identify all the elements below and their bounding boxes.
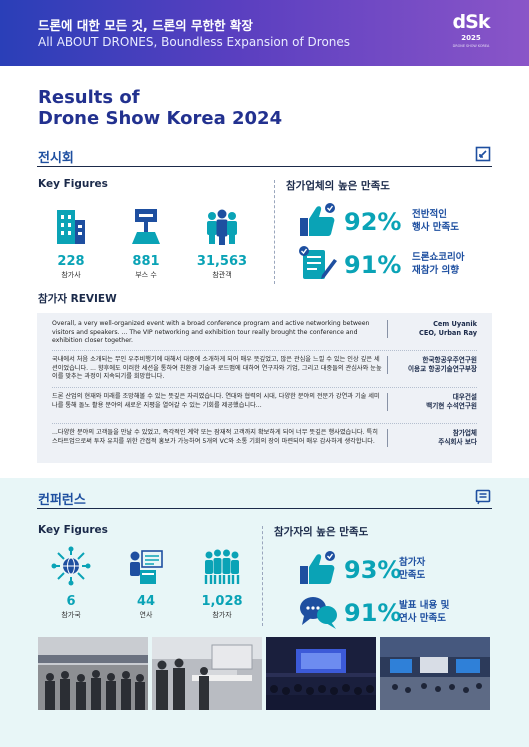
exhibition-divider <box>37 166 492 167</box>
review-author-name: Cem Uyanik <box>433 320 477 328</box>
satisfaction-overall: 92% 전반적인 행사 만족도 <box>298 202 498 240</box>
stat-participants: 1,028 참가자 <box>194 546 250 620</box>
review-author-title: 주식회사 보다 <box>438 438 477 446</box>
dsk-logo: dSk 2025 DRONE SHOW KOREA <box>446 11 496 57</box>
event-photo-conference-hall <box>266 637 376 710</box>
stat-label: 부스 수 <box>135 271 157 279</box>
page-title-line2: Drone Show Korea 2024 <box>38 108 283 129</box>
stat-value: 31,563 <box>196 254 248 269</box>
conference-vertical-divider <box>262 526 263 626</box>
thumbs-up-icon <box>300 551 335 584</box>
satisfaction-percentage: 91% <box>344 599 402 627</box>
crowd-icon <box>207 209 237 245</box>
globe-network-icon <box>51 546 91 586</box>
satisfaction-label-line1: 발표 내용 및 <box>399 600 450 611</box>
conference-section-title: 컨퍼런스 <box>38 493 86 508</box>
review-author-title: 백기현 수석연구원 <box>426 402 477 410</box>
review-text: ...다양한 분야의 고객들을 만날 수 있었고, 즉각적인 계약 또는 잠재적… <box>52 429 378 445</box>
review-author: 대우건설 백기현 수석연구원 <box>387 393 477 411</box>
review-author-name: 한국항공우주연구원 <box>422 356 477 364</box>
logo-mark: dSk <box>452 11 491 33</box>
review-text: Overall, a very well-organized event wit… <box>52 320 370 344</box>
review-panel: Overall, a very well-organized event wit… <box>37 313 492 463</box>
stat-value: 228 <box>57 254 85 269</box>
logo-subtitle: DRONE SHOW KOREA <box>452 44 490 48</box>
review-author-name: 대우건설 <box>452 393 477 401</box>
review-author: 참가업체 주식회사 보다 <box>387 429 477 447</box>
satisfaction-label-line1: 참가자 <box>399 557 426 568</box>
stat-label: 참관객 <box>212 271 232 279</box>
review-author: 한국항공우주연구원 이용교 항공기술연구부장 <box>387 356 477 374</box>
edit-box-icon <box>475 146 491 162</box>
stat-value: 1,028 <box>201 594 243 609</box>
review-item: ...다양한 분야의 고객들을 만날 수 있었고, 즉각적인 계약 또는 잠재적… <box>52 429 477 459</box>
satisfaction-label: 발표 내용 및 연사 만족도 <box>399 599 479 625</box>
satisfaction-percentage: 93% <box>344 556 402 584</box>
stat-visitors: 31,563 참관객 <box>194 206 250 280</box>
stat-label: 연사 <box>139 611 153 619</box>
review-item: Overall, a very well-organized event wit… <box>52 320 477 351</box>
page-title: Results of Drone Show Korea 2024 <box>38 87 282 129</box>
satisfaction-percentage: 91% <box>344 251 402 279</box>
audience-icon <box>204 549 240 584</box>
stat-value: 881 <box>132 254 160 269</box>
header-slogan-english: All ABOUT DRONES, Boundless Expansion of… <box>38 35 351 49</box>
exhibition-section-title: 전시회 <box>38 151 74 166</box>
header-slogan-korean: 드론에 대한 모든 것, 드론의 무한한 확장 <box>38 18 253 33</box>
satisfaction-label-line1: 드론쇼코리아 <box>412 252 465 263</box>
conference-key-figures-title: Key Figures <box>38 524 108 536</box>
satisfaction-label-line2: 연사 만족도 <box>399 613 447 624</box>
stat-exhibitors: 228 참가사 <box>43 206 99 280</box>
document-list-icon <box>475 489 491 505</box>
satisfaction-participants: 93% 참가자 만족도 <box>298 550 498 588</box>
speaker-podium-icon <box>130 550 163 584</box>
review-author-name: 참가업체 <box>452 429 477 437</box>
satisfaction-label: 전반적인 행사 만족도 <box>412 208 492 234</box>
review-text: 드론 산업의 현재와 미래를 조망해볼 수 있는 뜻깊은 자리였습니다. 연대와… <box>52 393 380 409</box>
conference-satisfaction-title: 참가자의 높은 만족도 <box>274 526 369 538</box>
review-item: 드론 산업의 현재와 미래를 조망해볼 수 있는 뜻깊은 자리였습니다. 연대와… <box>52 393 477 424</box>
exhibition-key-figures-title: Key Figures <box>38 178 108 190</box>
satisfaction-label-line2: 만족도 <box>399 570 426 581</box>
satisfaction-label: 참가자 만족도 <box>399 556 479 582</box>
satisfaction-revisit: 91% 드론쇼코리아 재참가 의향 <box>298 245 498 283</box>
satisfaction-percentage: 92% <box>344 208 402 236</box>
stat-value: 44 <box>136 594 156 609</box>
booth-sign-icon <box>132 209 160 244</box>
exhibition-vertical-divider <box>274 180 275 284</box>
stat-label: 참가자 <box>212 611 232 619</box>
satisfaction-speakers: 91% 발표 내용 및 연사 만족도 <box>298 593 498 631</box>
building-icon <box>57 210 85 244</box>
stat-label: 참가사 <box>61 271 81 279</box>
stat-label: 참가국 <box>61 611 81 619</box>
satisfaction-label-line2: 재참가 의향 <box>412 265 460 276</box>
exhibition-satisfaction-title: 참가업체의 높은 만족도 <box>286 180 390 192</box>
review-author-title: CEO, Urban Ray <box>419 329 477 337</box>
review-text: 국내에서 처음 소개되는 무인 우주비행기에 대해서 대중에 소개하게 되어 매… <box>52 356 382 380</box>
review-title: 참가자 REVIEW <box>38 293 117 305</box>
satisfaction-label: 드론쇼코리아 재참가 의향 <box>412 251 492 277</box>
review-author-title: 이용교 항공기술연구부장 <box>407 365 477 373</box>
satisfaction-label-line1: 전반적인 <box>412 209 447 220</box>
conference-divider <box>37 508 492 509</box>
event-photo-drone-display <box>152 637 262 710</box>
page-title-line1: Results of <box>38 87 140 108</box>
stat-booths: 881 부스 수 <box>118 206 174 280</box>
stat-value: 6 <box>66 594 76 609</box>
stat-speakers: 44 연사 <box>118 546 174 620</box>
stat-countries: 6 참가국 <box>43 546 99 620</box>
logo-year: 2025 <box>461 34 481 42</box>
review-author: Cem Uyanik CEO, Urban Ray <box>387 320 477 338</box>
event-photo-exhibition-floor <box>380 637 490 710</box>
event-photo-crowd <box>38 637 148 710</box>
review-item: 국내에서 처음 소개되는 무인 우주비행기에 대해서 대중에 소개하게 되어 매… <box>52 356 477 388</box>
checklist-pen-icon <box>299 246 337 279</box>
header-banner: 드론에 대한 모든 것, 드론의 무한한 확장 All ABOUT DRONES… <box>0 0 529 66</box>
speech-bubbles-icon <box>300 597 337 629</box>
satisfaction-label-line2: 행사 만족도 <box>412 222 460 233</box>
thumbs-up-icon <box>300 203 335 236</box>
